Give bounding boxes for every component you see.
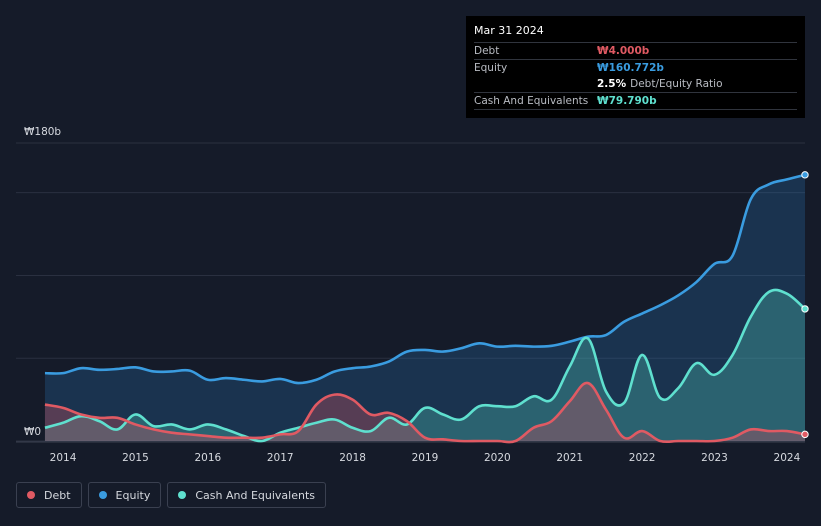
y-tick-label-zero: ₩0 xyxy=(24,426,41,438)
legend-debt-label: Debt xyxy=(44,488,71,502)
x-tick-label: 2020 xyxy=(484,452,511,464)
legend-equity-label: Equity xyxy=(115,488,151,502)
x-tick-label: 2021 xyxy=(556,452,583,464)
tooltip-cash-value: ₩79.790b xyxy=(597,95,657,107)
legend-item-debt[interactable]: Debt xyxy=(16,482,82,508)
tooltip-ratio-value: 2.5% xyxy=(597,78,627,90)
equity-dot-icon xyxy=(98,491,107,499)
tooltip-panel: Mar 31 2024 Debt ₩4.000b Equity ₩160.772… xyxy=(466,16,805,118)
x-tick-label: 2014 xyxy=(50,452,77,464)
cash-and-equivalents-end-marker[interactable] xyxy=(801,305,809,313)
debt-line xyxy=(44,381,806,444)
legend-item-cash[interactable]: Cash And Equivalents xyxy=(167,482,326,508)
tooltip-debt-label: Debt xyxy=(474,45,500,57)
chart-legend: Debt Equity Cash And Equivalents xyxy=(16,482,326,508)
tooltip-row-equity: Equity ₩160.772b xyxy=(474,59,797,76)
end-markers xyxy=(801,171,809,439)
x-tick-label: 2023 xyxy=(701,452,728,464)
series-areas xyxy=(44,174,806,443)
cash-and-equivalents-area xyxy=(44,289,806,442)
y-tick-label-top: ₩180b xyxy=(24,126,61,138)
tooltip-row-cash: Cash And Equivalents ₩79.790b xyxy=(474,92,797,110)
cash-dot-icon xyxy=(178,491,187,499)
x-tick-label: 2019 xyxy=(412,452,439,464)
debt-dot-icon xyxy=(27,491,35,499)
tooltip-row-ratio: 2.5% Debt/Equity Ratio xyxy=(474,76,797,92)
x-tick-label: 2016 xyxy=(194,452,221,464)
legend-cash-label: Cash And Equivalents xyxy=(195,488,315,502)
equity-end-marker[interactable] xyxy=(801,171,809,179)
x-tick-label: 2022 xyxy=(629,452,656,464)
debt-end-marker[interactable] xyxy=(801,430,809,439)
x-tick-label: 2017 xyxy=(267,452,294,464)
x-tick-label: 2024 xyxy=(774,452,801,464)
x-tick-label: 2015 xyxy=(122,452,149,464)
tooltip-equity-label: Equity xyxy=(474,62,508,74)
tooltip-cash-label: Cash And Equivalents xyxy=(474,95,589,107)
cash-and-equivalents-line xyxy=(44,288,806,443)
x-tick-label: 2018 xyxy=(339,452,366,464)
equity-area xyxy=(44,174,806,442)
series-lines xyxy=(44,173,806,444)
equity-line xyxy=(44,173,806,385)
tooltip-ratio-label: Debt/Equity Ratio xyxy=(630,78,723,90)
tooltip-equity-value: ₩160.772b xyxy=(597,62,664,74)
axis-labels: 2014 2015 2016 2017 2018 2019 2020 2021 2022 2023… xyxy=(24,126,801,464)
tooltip-row-debt: Debt ₩4.000b xyxy=(474,42,797,59)
tooltip-date: Mar 31 2024 xyxy=(474,24,544,37)
legend-item-equity[interactable]: Equity xyxy=(87,482,162,508)
tooltip-debt-value: ₩4.000b xyxy=(597,45,650,57)
